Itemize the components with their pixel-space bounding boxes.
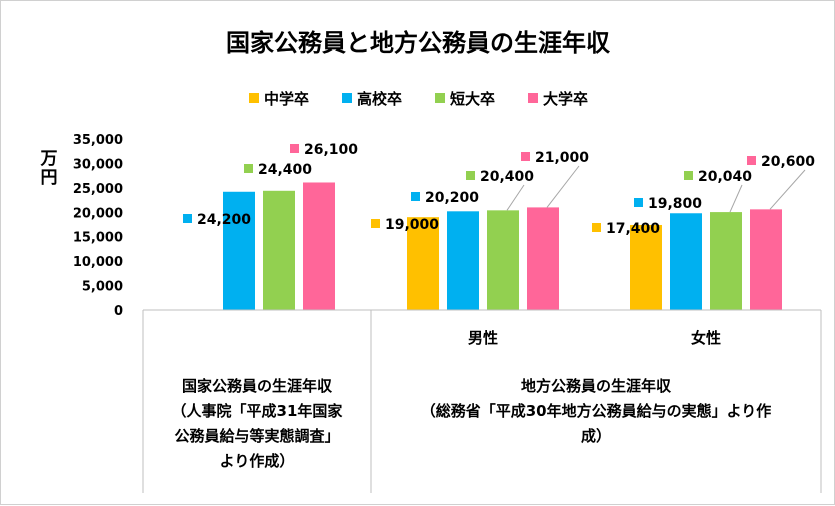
- y-axis-unit-char: 万: [40, 149, 58, 169]
- bar-大学卒-2: [527, 207, 559, 310]
- bar-短大卒-3: [710, 212, 742, 310]
- legend-label-4: 大学卒: [543, 90, 588, 108]
- x-group-label-line: より作成）: [220, 452, 295, 470]
- legend-label-2: 高校卒: [357, 90, 402, 108]
- legend-label-3: 短大卒: [450, 90, 495, 108]
- data-label-marker: [411, 192, 420, 201]
- y-tick-label: 35,000: [73, 133, 123, 148]
- data-label-marker: [634, 198, 643, 207]
- data-label: 20,200: [425, 190, 479, 206]
- x-group-label-line: （人事院「平成31年国家: [172, 402, 343, 420]
- data-label: 19,000: [385, 217, 439, 233]
- bar-高校卒-3: [670, 213, 702, 310]
- data-label: 24,200: [197, 212, 251, 228]
- data-label-marker: [183, 214, 192, 223]
- y-axis: 0 5,000 10,000 15,000 20,000 25,000 30,000 35,0…: [73, 133, 123, 319]
- legend: 中学卒 高校卒 短大卒 大学卒: [249, 90, 588, 108]
- y-tick-label: 20,000: [73, 206, 123, 221]
- leader-line: [729, 184, 743, 213]
- bar-中学卒-2: [407, 217, 439, 310]
- x-group-label-line: 成）: [581, 427, 611, 445]
- legend-label-1: 中学卒: [264, 90, 309, 108]
- y-tick-label: 25,000: [73, 182, 123, 197]
- leader-line: [506, 184, 525, 211]
- bar-高校卒-2: [447, 211, 479, 310]
- data-label: 17,400: [606, 221, 660, 237]
- y-tick-label: 30,000: [73, 157, 123, 172]
- data-label: 19,800: [648, 196, 702, 212]
- y-axis-unit-label: 万円: [40, 149, 58, 188]
- y-axis-unit-char: 円: [41, 168, 58, 188]
- x-group-label-line: 国家公務員の生涯年収: [182, 377, 333, 395]
- leader-line: [546, 165, 580, 208]
- data-label: 20,600: [761, 154, 815, 170]
- x-group-label-line: 公務員給与等実態調査」: [174, 427, 339, 445]
- y-tick-label: 10,000: [73, 255, 123, 270]
- x-category-label: 女性: [691, 329, 721, 347]
- data-label-marker: [684, 171, 693, 180]
- data-label-marker: [371, 219, 380, 228]
- data-label-marker: [592, 223, 601, 232]
- legend-swatch-1: [249, 93, 259, 103]
- data-label-marker: [244, 164, 253, 173]
- bars: [223, 182, 782, 310]
- data-label: 20,400: [480, 169, 534, 185]
- data-label: 24,400: [258, 162, 312, 178]
- legend-swatch-3: [435, 93, 445, 103]
- data-label-marker: [521, 152, 530, 161]
- x-group-label-line: 地方公務員の生涯年収: [521, 377, 672, 395]
- data-label-marker: [290, 144, 299, 153]
- bar-短大卒-2: [487, 210, 519, 310]
- y-tick-label: 15,000: [73, 231, 123, 246]
- legend-swatch-2: [342, 93, 352, 103]
- data-label-marker: [747, 156, 756, 165]
- chart-title: 国家公務員と地方公務員の生涯年収: [226, 29, 611, 57]
- x-category-label: 男性: [468, 329, 498, 347]
- bar-大学卒-3: [750, 209, 782, 310]
- data-label: 26,100: [304, 142, 358, 158]
- y-tick-label: 0: [114, 304, 123, 319]
- bar-大学卒-1: [303, 182, 335, 310]
- label-leader-lines: [506, 165, 806, 213]
- data-label: 20,040: [698, 169, 752, 185]
- legend-swatch-4: [528, 93, 538, 103]
- bar-短大卒-1: [263, 190, 295, 310]
- data-labels: 19,000 17,400 24,200 20,200 19,800 24,400 20,4…: [183, 142, 815, 237]
- bar-中学卒-3: [630, 224, 662, 310]
- x-group-label-line: （総務省「平成30年地方公務員給与の実態」より作: [421, 402, 772, 420]
- data-label: 21,000: [535, 150, 589, 166]
- data-label-marker: [466, 171, 475, 180]
- bar-高校卒-1: [223, 191, 255, 310]
- y-tick-label: 5,000: [82, 280, 123, 295]
- leader-line: [769, 169, 806, 210]
